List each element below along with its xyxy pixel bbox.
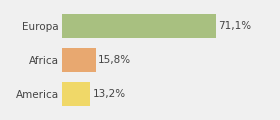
Text: 15,8%: 15,8% [98, 55, 131, 65]
Bar [62, 82, 90, 106]
Text: 71,1%: 71,1% [218, 21, 251, 31]
Bar [62, 48, 96, 72]
Bar [62, 14, 216, 38]
Text: 13,2%: 13,2% [92, 89, 126, 99]
